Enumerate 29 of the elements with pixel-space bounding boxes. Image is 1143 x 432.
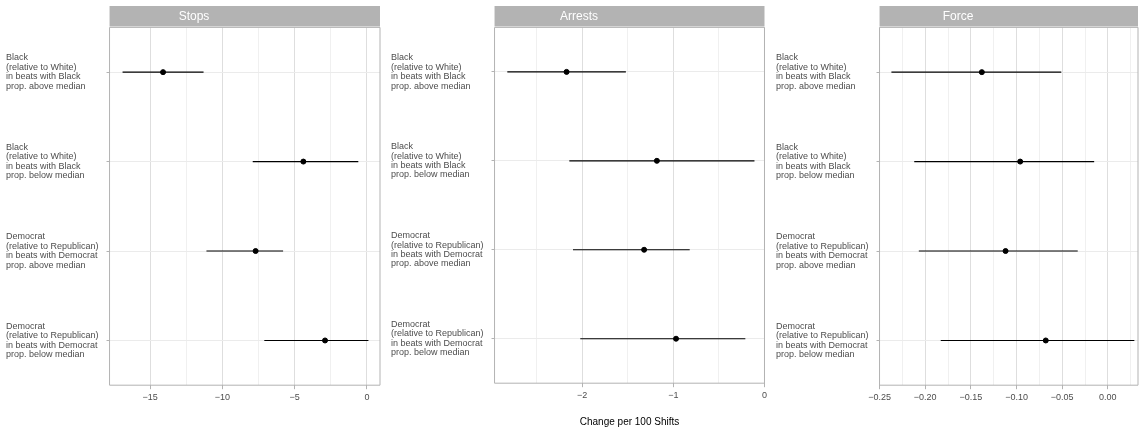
y-tick-label: Black (relative to White) in beats with Black prop. below median	[776, 141, 855, 181]
y-tick-label: Black (relative to White) in beats with Black prop. below median	[391, 141, 470, 180]
x-tick-label: −1	[668, 390, 679, 401]
y-tick-label: Black (relative to White) in beats with Black prop. above median	[776, 52, 856, 91]
x-tick-label: −0.25	[868, 392, 891, 403]
x-tick-label: −0.20	[913, 392, 937, 403]
x-tick-label: 0	[364, 392, 370, 403]
x-tick-label: −0.15	[959, 392, 983, 403]
chart-title: Force	[942, 8, 974, 23]
y-tick-label: Democrat (relative to Republican) in beats with Democrat prop. above median	[6, 231, 99, 270]
x-tick-label: 0	[761, 390, 768, 401]
y-tick-label: Democrat (relative to Republican) in beats with Democrat prop. below median	[776, 320, 869, 360]
x-tick-label: −15	[142, 392, 158, 403]
x-tick-label: −10	[214, 392, 230, 403]
chart-title: Stops	[178, 8, 210, 23]
y-tick-label: Democrat (relative to Republican) in beats with Democrat prop. below median	[6, 320, 99, 360]
x-tick-label: 0.00	[1099, 392, 1117, 403]
y-tick-label: Democrat (relative to Republican) in beats with Democrat prop. below median	[391, 319, 484, 358]
chart-title: Arrests	[559, 8, 599, 23]
y-tick-label: Democrat (relative to Republican) in beats with Democrat prop. above median	[776, 231, 869, 270]
x-tick-label: −0.05	[1050, 392, 1074, 403]
y-tick-label: Black (relative to White) in beats with Black prop. below median	[6, 141, 85, 181]
y-tick-label: Black (relative to White) in beats with Black prop. above median	[391, 52, 471, 91]
x-axis-title: Change per 100 Shifts	[579, 415, 680, 427]
x-tick-label: −5	[289, 392, 300, 403]
x-tick-label: −2	[576, 390, 588, 401]
y-tick-label: Black (relative to White) in beats with Black prop. above median	[6, 52, 86, 91]
y-tick-label: Democrat (relative to Republican) in beats with Democrat prop. above median	[391, 230, 484, 269]
x-tick-label: −0.10	[1005, 392, 1028, 403]
